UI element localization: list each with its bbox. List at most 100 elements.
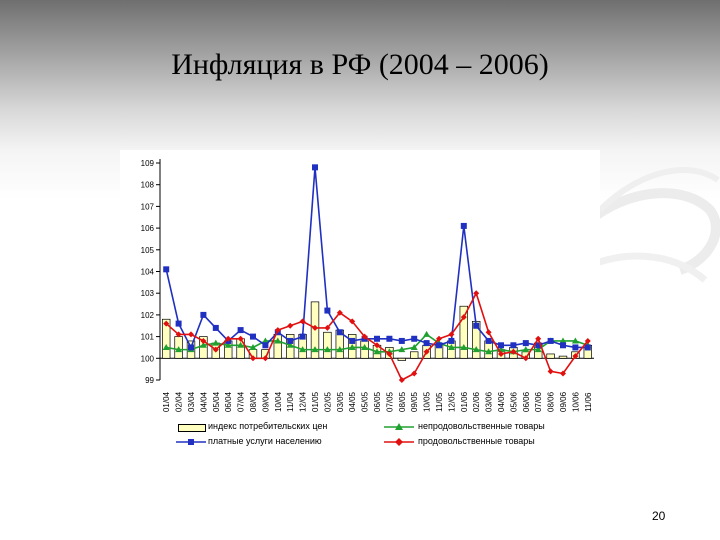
nonfood-point [485,348,493,355]
food-point [225,335,232,342]
cpi-bar [323,331,332,359]
nonfood-point [559,337,567,344]
services-point [398,337,405,344]
x-tick-label: 10/04 [274,391,283,412]
food-point [163,320,170,327]
x-tick-label: 03/05 [336,391,345,412]
y-tick-label: 105 [141,246,155,255]
food-point [547,368,554,375]
food-point [237,335,244,342]
services-point [460,222,467,229]
y-tick-label: 108 [141,181,155,190]
nonfood-point [373,348,381,355]
services-point [510,342,517,349]
x-tick-label: 01/04 [162,391,171,412]
nonfood-point [162,343,170,350]
chart-panel: 99 100 101 102 103 104 105 106 107 108 109 01/04 02/… [120,150,600,458]
services-point [411,335,418,342]
nonfood-point [249,343,257,350]
food-point [188,331,194,338]
food-point [448,331,455,338]
x-tick-label: 07/04 [237,391,246,412]
y-tick-label: 104 [141,268,155,277]
x-tick-label: 05/06 [509,391,518,412]
x-tick-label: 07/05 [385,391,394,412]
nonfood-point [311,346,319,353]
services-point [584,344,591,351]
food-point [262,355,269,362]
services-point [175,320,182,327]
inflation-chart: 99 100 101 102 103 104 105 106 107 108 109 01/04 02/… [141,159,594,412]
food-point [250,355,256,362]
services-point [299,333,306,340]
nonfood-point [398,346,406,353]
food-point [460,314,467,321]
x-tick-label: 11/04 [286,392,295,412]
food-point [572,353,579,360]
food-point [560,370,566,377]
services-point [423,340,430,347]
services-point [287,337,294,344]
x-tick-label: 10/05 [423,391,432,412]
services-point [547,337,554,344]
nonfood-point [212,339,220,346]
x-tick-label: 05/04 [212,391,221,412]
food-point [473,290,480,297]
nonfood-point [261,337,269,344]
nonfood-point [460,343,468,350]
cpi-bar [558,355,568,359]
services-point [535,342,542,349]
x-tick-label: 12/05 [447,391,456,412]
food-point [398,377,405,383]
y-tick-label: 100 [141,354,155,363]
x-tick-label: 06/05 [373,391,382,412]
y-tick-label: 109 [141,159,155,168]
x-tick-label: 04/04 [199,391,208,412]
food-point [423,348,430,355]
food-point [522,355,529,362]
food-point [535,335,542,342]
x-tick-label: 09/04 [261,391,270,412]
food-point [274,327,281,334]
nonfood-point [472,346,480,353]
nonfood-point [274,337,282,344]
nonfood-point [423,330,431,337]
nonfood-point [299,346,307,353]
food-point [212,346,219,353]
services-point [386,335,393,342]
x-tick-label: 05/05 [361,391,370,412]
nonfood-point [361,343,369,350]
nonfood-point [323,346,331,353]
nonfood-point [534,346,542,353]
nonfood-point [237,341,245,348]
x-tick-label: 03/06 [485,391,494,412]
food-point [374,342,380,349]
nonfood-point [224,341,232,348]
cpi-bar [546,353,555,359]
x-tick-label: 08/04 [249,391,258,412]
nonfood-point [348,343,356,350]
cpi-bar [397,357,406,361]
services-point [188,344,194,351]
y-tick-label: 106 [141,224,155,233]
cpi-bar [410,351,419,359]
services-line [165,167,588,350]
nonfood-point [410,343,418,350]
food-point [200,337,207,344]
nonfood-point [286,341,294,348]
x-tick-label: 09/06 [559,391,568,412]
food-point [584,337,591,344]
food-point [411,370,418,377]
food-point [324,324,331,331]
x-tick-label: 01/06 [460,391,469,412]
x-tick-label: 11/06 [584,392,593,412]
x-tick-label: 07/06 [534,391,543,412]
services-point [163,266,170,273]
x-tick-label: 01/05 [311,391,320,412]
x-tick-label: 04/06 [497,391,506,412]
food-point [510,348,517,355]
nonfood-point [447,343,455,350]
cpi-bar [459,305,468,359]
x-tick-label: 08/05 [398,391,407,412]
services-point [473,322,480,329]
